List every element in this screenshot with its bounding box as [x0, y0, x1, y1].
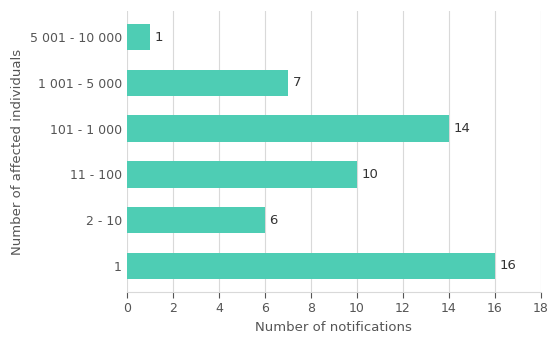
Text: 1: 1 [155, 31, 163, 43]
Y-axis label: Number of affected individuals: Number of affected individuals [11, 48, 24, 255]
Bar [127, 253, 495, 279]
Text: 16: 16 [500, 259, 516, 273]
Bar [127, 70, 288, 96]
Text: 7: 7 [292, 76, 301, 89]
Text: 6: 6 [269, 214, 278, 227]
X-axis label: Number of notifications: Number of notifications [255, 321, 412, 334]
Text: 14: 14 [454, 122, 470, 135]
Bar [127, 207, 265, 234]
Bar [127, 115, 449, 142]
Text: 10: 10 [361, 168, 379, 181]
Bar [127, 24, 150, 50]
Bar [127, 161, 357, 188]
